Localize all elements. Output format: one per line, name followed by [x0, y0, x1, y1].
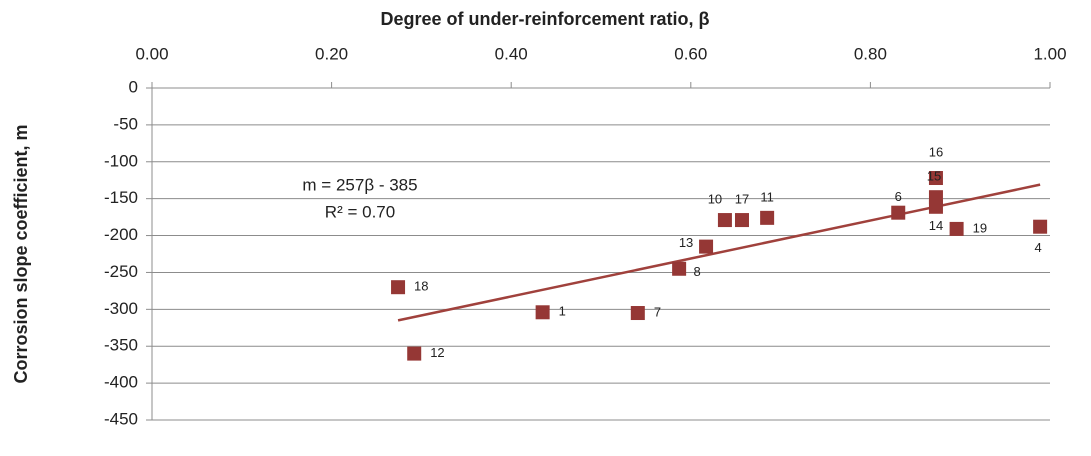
point [535, 305, 550, 320]
x-tick-label: 1.00 [1033, 44, 1066, 63]
point-label: 16 [929, 144, 943, 159]
point-label: 4 [1035, 240, 1042, 255]
point [928, 199, 943, 214]
y-tick-label: -200 [104, 225, 138, 244]
point [699, 239, 714, 254]
y-axis-label: Corrosion slope coefficient, m [11, 124, 31, 383]
y-tick-label: -300 [104, 299, 138, 318]
equation: m = 257β - 385 [302, 175, 417, 194]
y-tick-label: -50 [113, 114, 138, 133]
point [1033, 219, 1048, 234]
point [672, 261, 687, 276]
y-tick-label: -100 [104, 151, 138, 170]
point-label: 1 [559, 304, 566, 319]
x-tick-label: 0.40 [495, 44, 528, 63]
point [391, 280, 406, 295]
point [760, 210, 775, 225]
point [949, 221, 964, 236]
point-label: 13 [679, 235, 693, 250]
point [928, 171, 943, 186]
point [717, 213, 732, 228]
y-tick-label: -350 [104, 336, 138, 355]
y-tick-label: -400 [104, 373, 138, 392]
point-label: 18 [414, 279, 428, 294]
point [891, 205, 906, 220]
point-label: 8 [694, 264, 701, 279]
y-tick-label: -450 [104, 409, 138, 428]
y-tick-label: -150 [104, 188, 138, 207]
point-label: 6 [895, 189, 902, 204]
point-label: 10 [708, 191, 722, 206]
point-label: 11 [760, 189, 774, 204]
x-tick-label: 0.20 [315, 44, 348, 63]
x-tick-label: 0.60 [674, 44, 707, 63]
point [407, 346, 422, 361]
r-squared: R² = 0.70 [325, 202, 395, 221]
point-label: 19 [973, 220, 987, 235]
x-tick-label: 0.00 [135, 44, 168, 63]
point [734, 213, 749, 228]
point-label: 12 [430, 345, 444, 360]
point-label: 7 [654, 304, 661, 319]
x-tick-label: 0.80 [854, 44, 887, 63]
x-axis-label: Degree of under-reinforcement ratio, β [380, 9, 709, 29]
point-label: 14 [929, 218, 943, 233]
point-label: 17 [735, 191, 749, 206]
point [630, 306, 645, 321]
point-label: 15 [927, 169, 941, 184]
y-tick-label: -250 [104, 262, 138, 281]
y-tick-label: 0 [129, 77, 138, 96]
